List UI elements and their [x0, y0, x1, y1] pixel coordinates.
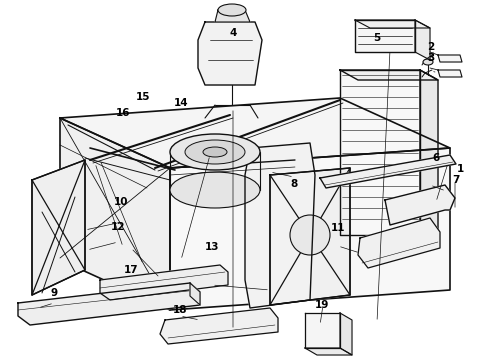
Polygon shape [355, 20, 415, 52]
Text: 2: 2 [428, 42, 435, 52]
Text: 16: 16 [116, 108, 131, 118]
Polygon shape [32, 160, 85, 295]
Text: 13: 13 [204, 242, 219, 252]
Text: 8: 8 [291, 179, 297, 189]
Polygon shape [420, 70, 438, 245]
Polygon shape [340, 70, 420, 235]
Text: 1: 1 [457, 164, 464, 174]
Polygon shape [215, 10, 250, 22]
Polygon shape [438, 55, 462, 62]
Ellipse shape [218, 4, 246, 16]
Text: 12: 12 [110, 222, 125, 232]
Text: 10: 10 [114, 197, 129, 207]
Text: 5: 5 [374, 33, 381, 43]
Polygon shape [160, 308, 278, 344]
Polygon shape [320, 155, 456, 188]
Text: 14: 14 [174, 98, 189, 108]
Polygon shape [170, 148, 450, 310]
Polygon shape [60, 118, 170, 310]
Ellipse shape [170, 134, 260, 170]
Text: 18: 18 [173, 305, 188, 315]
Polygon shape [305, 313, 340, 348]
Text: 19: 19 [315, 300, 330, 310]
Polygon shape [100, 265, 228, 300]
Text: 7: 7 [452, 175, 460, 185]
Polygon shape [245, 143, 315, 308]
Polygon shape [415, 20, 430, 60]
Text: 6: 6 [433, 153, 440, 163]
Polygon shape [340, 70, 438, 80]
Text: 17: 17 [124, 265, 139, 275]
Polygon shape [190, 283, 200, 305]
Polygon shape [198, 22, 262, 85]
Text: 11: 11 [331, 222, 345, 233]
Polygon shape [270, 168, 350, 305]
Ellipse shape [203, 147, 227, 157]
Polygon shape [358, 218, 440, 268]
Ellipse shape [290, 215, 330, 255]
Text: 4: 4 [229, 28, 237, 38]
Polygon shape [305, 348, 352, 355]
Polygon shape [355, 20, 430, 28]
Text: 15: 15 [136, 92, 150, 102]
Polygon shape [438, 70, 462, 77]
Text: 9: 9 [50, 288, 57, 298]
Ellipse shape [170, 172, 260, 208]
Ellipse shape [423, 59, 433, 65]
Polygon shape [18, 283, 200, 325]
Text: 3: 3 [428, 53, 435, 63]
Polygon shape [385, 185, 455, 225]
Ellipse shape [185, 140, 245, 164]
Polygon shape [60, 98, 450, 168]
Polygon shape [340, 313, 352, 355]
